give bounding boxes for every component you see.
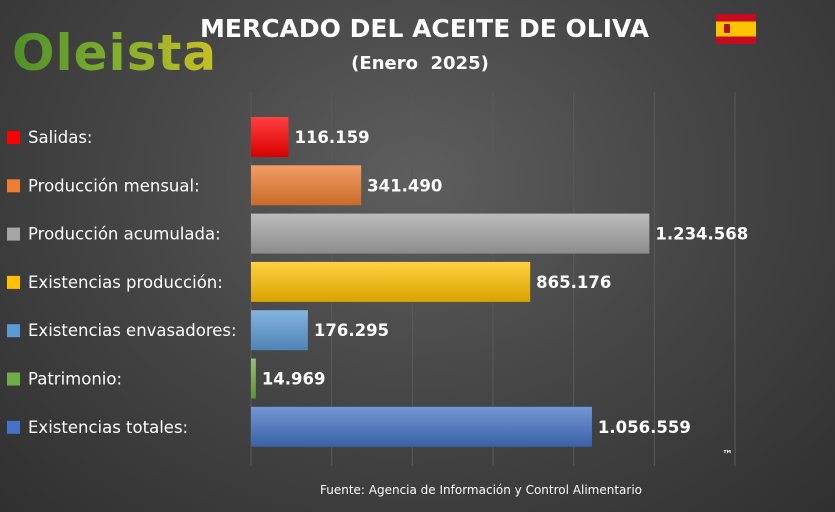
bar	[251, 165, 362, 206]
chart-title: MERCADO DEL ACEITE DE OLIVA	[200, 14, 649, 43]
legend-swatch	[7, 227, 20, 241]
legend-swatch	[7, 275, 20, 289]
legend-swatch	[7, 179, 20, 193]
legend-swatch	[7, 372, 20, 386]
spain-flag-icon	[716, 14, 756, 44]
data-label: 1.056.559	[598, 418, 691, 437]
bar	[251, 261, 531, 302]
data-label: 341.490	[367, 176, 442, 195]
data-label: 1.234.568	[655, 225, 748, 244]
trademark-symbol: ™	[722, 448, 733, 461]
legend-swatch	[7, 324, 20, 338]
bar	[251, 406, 592, 447]
category-label: Existencias producción:	[28, 273, 223, 292]
bar	[251, 310, 308, 351]
data-label: 116.159	[294, 128, 369, 147]
category-label: Existencias envasadores:	[28, 321, 237, 340]
category-label: Producción acumulada:	[28, 225, 221, 244]
legend-swatch	[7, 131, 20, 144]
category-label: Patrimonio:	[28, 370, 122, 389]
chart-subtitle: (Enero 2025)	[351, 53, 489, 74]
category-label: Salidas:	[28, 128, 93, 147]
bar	[251, 117, 289, 157]
data-label: 865.176	[536, 273, 611, 292]
category-label: Existencias totales:	[28, 418, 188, 437]
category-label: Producción mensual:	[28, 176, 200, 195]
data-label: 14.969	[262, 370, 326, 389]
data-label: 176.295	[314, 321, 389, 340]
bar	[251, 213, 650, 254]
source-note: Fuente: Agencia de Información y Control…	[319, 483, 642, 497]
oleista-logo: Oleista	[12, 24, 218, 82]
legend-swatch	[7, 420, 20, 434]
flag-emblem	[724, 24, 730, 33]
bar	[251, 358, 256, 399]
